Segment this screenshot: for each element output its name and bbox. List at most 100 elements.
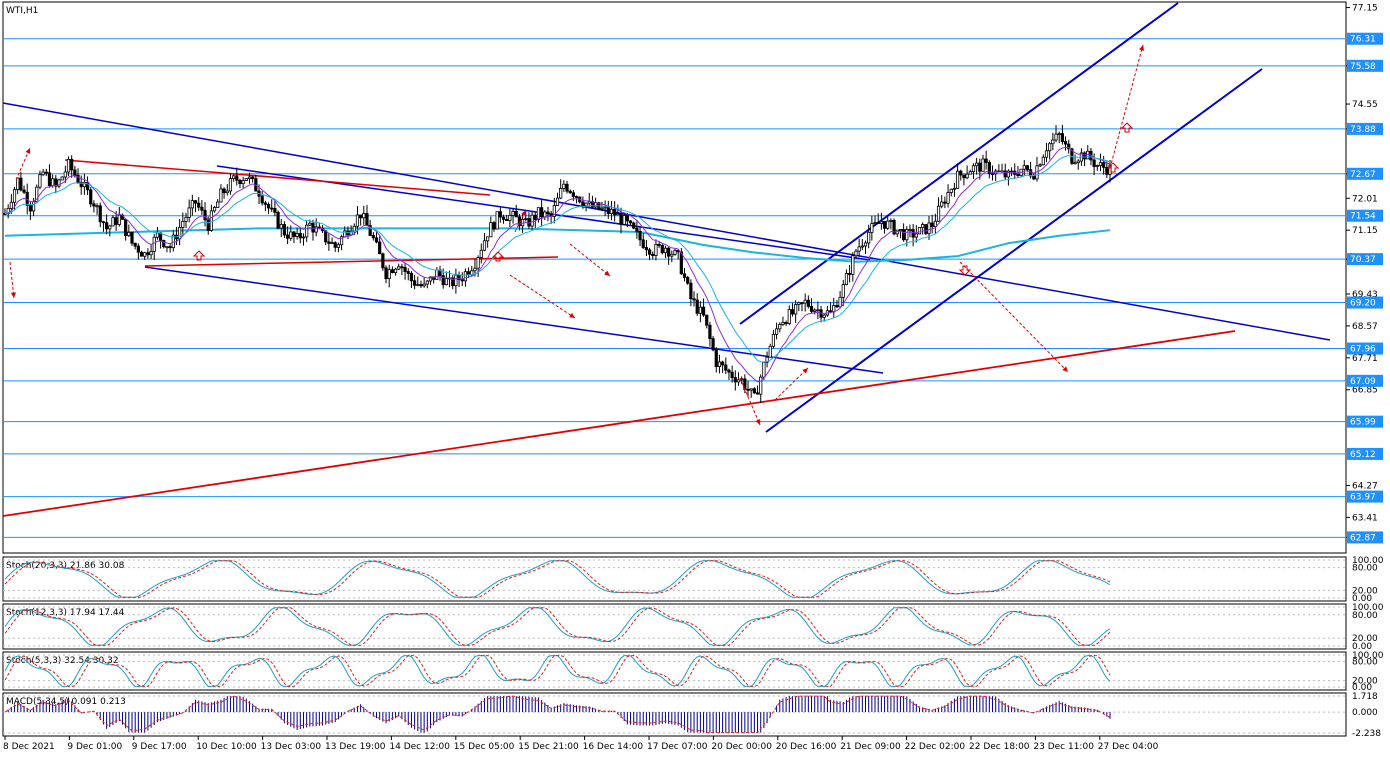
candle-body [238,179,242,185]
candle-body [1082,152,1087,160]
candle-body [51,178,55,186]
candle-body [501,216,506,220]
level-price-tag [1347,59,1383,72]
candle-body [44,171,48,174]
candle-body [359,214,363,219]
candle-body [416,284,420,286]
time-tick-label: 20 Dec 00:00 [711,742,772,752]
candle-body [206,219,210,231]
candle-body [641,239,645,248]
candle-body [101,221,106,224]
candle-body [987,162,991,175]
candle-body [22,189,26,193]
candle-body [971,165,976,173]
level-price-tag [1347,253,1383,266]
time-tick-label: 14 Dec 12:00 [389,742,450,752]
candle-body [362,213,366,219]
level-price-tag-label: 62.87 [1350,533,1376,543]
candle-body [28,205,33,212]
candle-body [711,338,715,351]
level-price-tag [1347,490,1383,503]
candle-body [146,252,150,256]
candle-body [514,210,518,218]
candle-body [835,305,839,308]
candle-body [530,214,534,227]
stoch-signal-line [4,607,1111,646]
candle-body [759,376,763,395]
candle-body [673,249,677,255]
candle-body [289,231,293,239]
candle-body [139,251,144,257]
time-tick-label: 13 Dec 03:00 [261,742,322,752]
indicator-tick-label: 80.00 [1352,657,1378,667]
candle-body [647,249,652,255]
candle-body [695,299,699,314]
candle-body [692,298,696,301]
ascending-channel-upper-line [739,2,1179,325]
candle-body [1048,143,1052,152]
candle-body [9,201,13,209]
candle-body [714,349,718,367]
candle-body [524,218,528,220]
indicator-tick-label: 0.00 [1352,594,1372,604]
candle-body [187,207,191,218]
candle-body [413,280,417,286]
candle-body [260,195,264,204]
candle-body [197,202,201,208]
level-price-tag [1347,296,1383,309]
candle-body [876,222,880,224]
candle-body [930,222,934,227]
indicator-title: Stoch(12,3,3) 17.94 17.44 [6,608,125,618]
candle-body [282,224,287,236]
candle-body [886,220,890,229]
candle-body [644,247,649,251]
time-tick-label: 9 Dec 17:00 [132,742,187,752]
candle-body [505,218,509,222]
price-tick-label: 69.43 [1352,290,1378,300]
arrow-head [802,368,808,374]
candle-body [489,222,493,238]
level-price-tag-label: 67.96 [1350,345,1376,355]
indicator-tick-label: 20.00 [1352,586,1378,596]
candle-body [136,245,140,253]
candle-body [857,246,861,252]
indicator-title: Stoch(20,3,3) 21.86 30.08 [6,561,125,571]
candle-body [336,244,341,248]
indicator-frame [2,692,1347,737]
level-price-tag-label: 72.67 [1350,170,1376,180]
candle-body [152,236,156,252]
time-tick-label: 16 Dec 14:00 [583,742,644,752]
candle-body [908,229,912,231]
candle-body [1086,150,1090,160]
candle-body [247,176,252,179]
candle-body [57,179,61,187]
candle-body [1076,160,1080,164]
level-price-tag [1347,167,1383,180]
time-tick-label: 20 Dec 16:00 [776,742,837,752]
candle-body [632,222,636,229]
indicator-tick-label: 0.00 [1352,683,1372,693]
candle-body [651,253,655,256]
candle-body [848,273,852,275]
candle-body [1032,175,1036,180]
candle-body [16,177,20,191]
level-price-tag [1347,32,1383,45]
candle-body [867,231,871,244]
candle-body [679,251,683,275]
candle-body [476,257,480,269]
candle-body [949,188,953,193]
candle-body [324,230,328,243]
candle-body [374,237,379,243]
candle-body [533,214,537,220]
candle-body [301,236,306,239]
time-tick-label: 10 Dec 10:00 [196,742,257,752]
candle-body [787,309,791,324]
candle-body [35,186,39,203]
candle-body [225,190,229,194]
candle-body [701,306,706,316]
candle-body [552,205,556,217]
candle-body [600,207,604,210]
indicator-title: Stoch(5,3,3) 32.54 30.32 [6,656,119,666]
candle-body [705,314,709,326]
candle-body [498,211,502,218]
